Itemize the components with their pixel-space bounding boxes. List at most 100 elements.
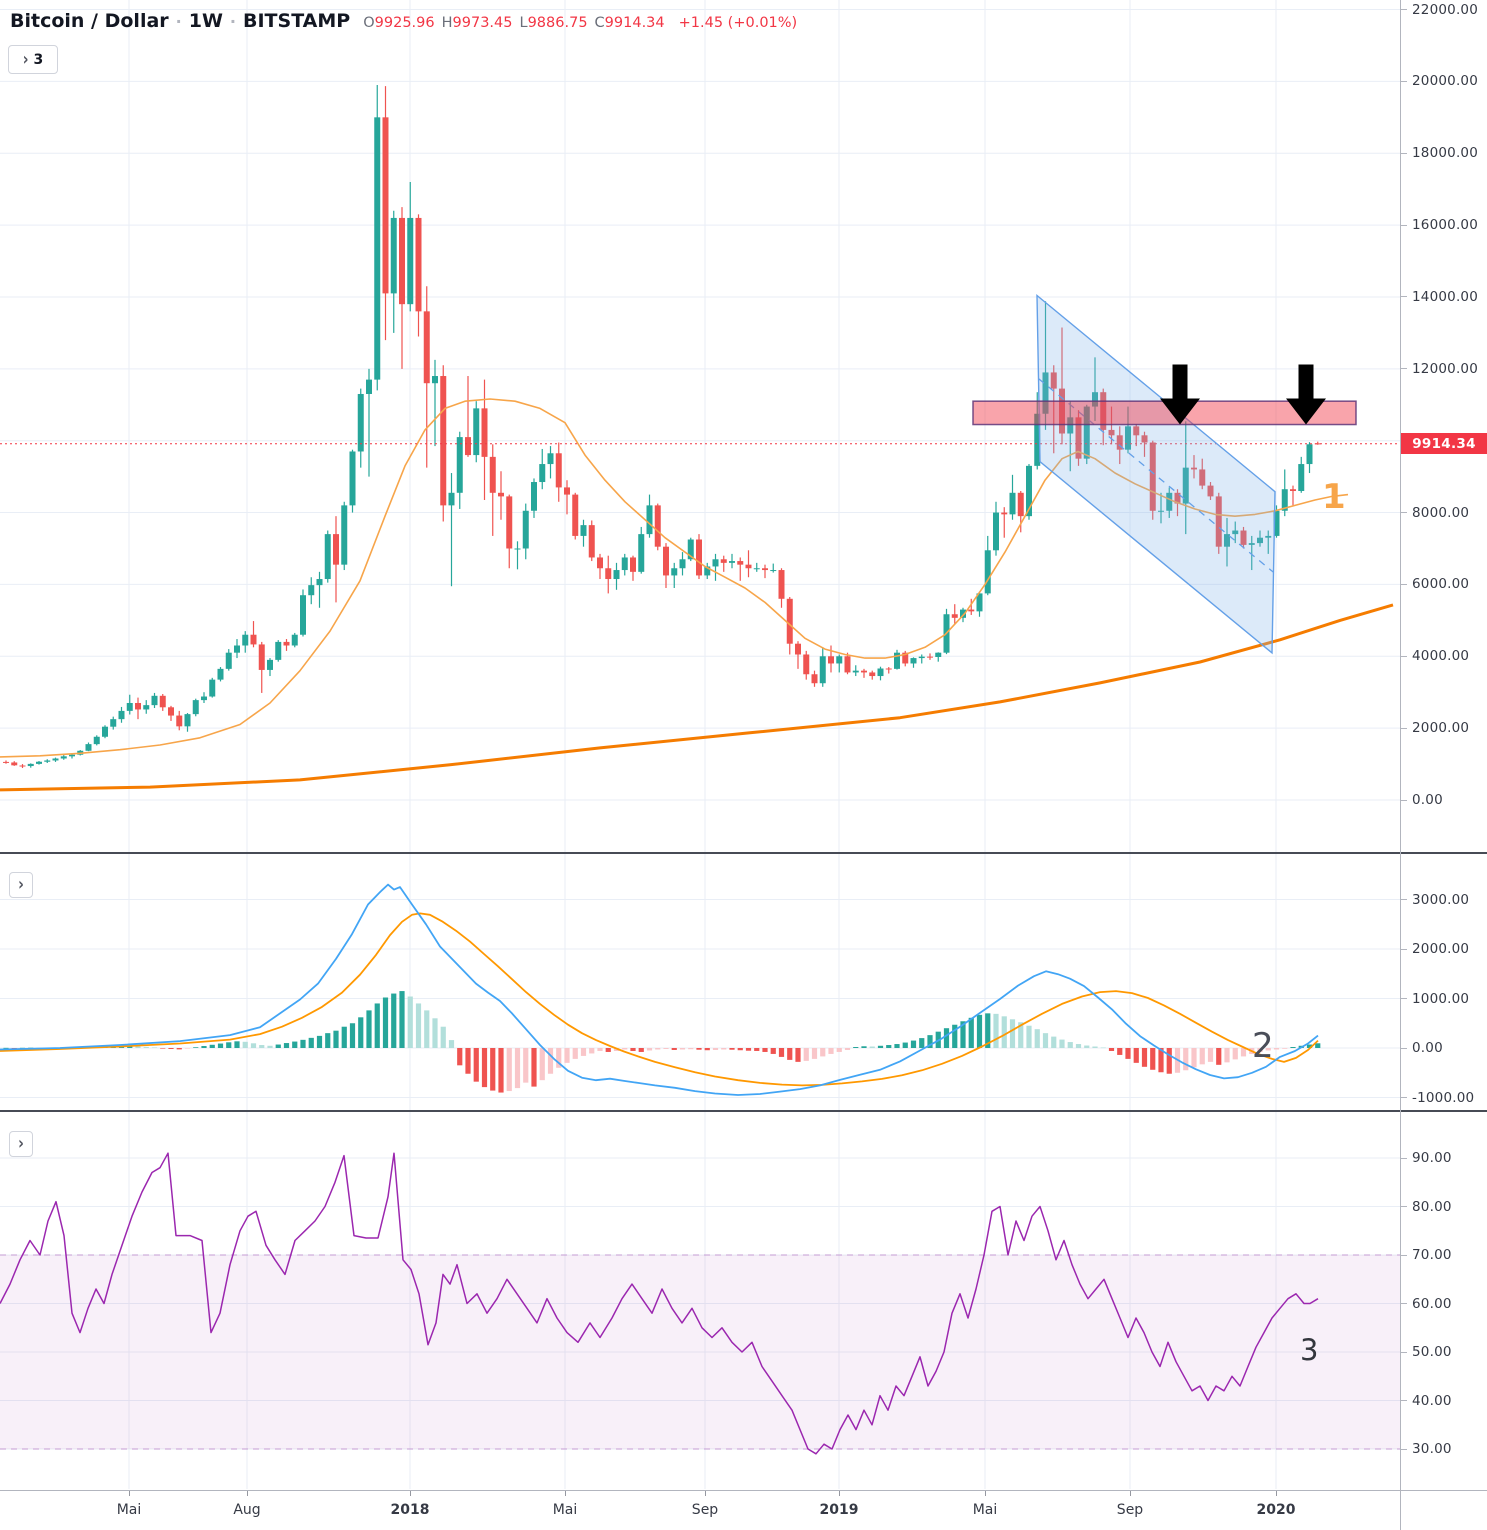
separator-dot: · — [229, 12, 236, 31]
axis-tick-mark — [1401, 1303, 1407, 1304]
axis-tick-mark — [1401, 799, 1407, 801]
time-tick-mark — [705, 1491, 706, 1496]
time-axis-label: 2018 — [390, 1502, 430, 1518]
price-tick-label: -1000.00 — [1412, 1089, 1475, 1106]
axis-border — [1400, 0, 1401, 1530]
time-tick-mark — [1276, 1491, 1277, 1496]
axis-tick-mark — [1401, 1097, 1407, 1098]
main-pane-collapse-button[interactable]: › 3 — [8, 45, 58, 74]
price-tick-label: 14000.00 — [1412, 288, 1479, 305]
time-tick-mark — [247, 1491, 248, 1496]
separator-dot: · — [175, 12, 182, 31]
axis-tick-mark — [1401, 1157, 1407, 1159]
price-tick-label: 80.00 — [1412, 1198, 1452, 1215]
axis-tick-mark — [1401, 152, 1407, 154]
exchange-label[interactable]: BITSTAMP — [243, 10, 351, 32]
time-tick-mark — [565, 1491, 566, 1496]
price-tick-label: 2000.00 — [1412, 720, 1470, 737]
time-axis-label: 2020 — [1256, 1502, 1296, 1518]
axis-tick-mark — [1401, 512, 1407, 514]
chevron-right-icon: › — [18, 875, 24, 895]
annotation-label-1[interactable]: 1 — [1322, 477, 1346, 517]
price-tick-label: 60.00 — [1412, 1295, 1452, 1312]
price-tick-label: 22000.00 — [1412, 1, 1479, 18]
axis-tick-mark — [1401, 368, 1407, 370]
axis-tick-mark — [1401, 1448, 1407, 1450]
down-arrow-marker[interactable] — [1160, 364, 1200, 425]
axis-tick-mark — [1401, 1351, 1407, 1353]
pane-separator[interactable] — [0, 1110, 1487, 1112]
price-tick-label: 16000.00 — [1412, 217, 1479, 234]
interval-label[interactable]: 1W — [188, 10, 223, 32]
price-tick-label: 3000.00 — [1412, 891, 1470, 908]
annotation-label-2[interactable]: 2 — [1252, 1026, 1274, 1066]
time-tick-mark — [129, 1491, 130, 1496]
time-axis-label: Mai — [116, 1502, 142, 1518]
channel-median-line — [1038, 378, 1274, 573]
price-tick-label: 70.00 — [1412, 1247, 1452, 1263]
rsi-band — [0, 1255, 1400, 1449]
high-key: H — [441, 15, 453, 31]
chevron-right-icon: › — [18, 1134, 24, 1154]
macd-pane[interactable]: 2 — [0, 883, 1321, 1096]
price-axis[interactable]: 22000.00 20000.00 18000.00 16000.00 14000.00… — [1401, 0, 1487, 1489]
axis-tick-mark — [1401, 80, 1407, 82]
high-value: 9973.45 — [452, 15, 513, 31]
chart-canvas[interactable]: 1 2 3 — [0, 0, 1400, 1489]
price-tick-label: 0.00 — [1412, 792, 1443, 808]
close-key: C — [594, 15, 605, 31]
symbol-title[interactable]: Bitcoin / Dollar — [10, 10, 169, 32]
axis-tick-mark — [1401, 1254, 1407, 1256]
time-axis-label: Sep — [691, 1502, 719, 1518]
pane-separator[interactable] — [0, 852, 1487, 854]
price-tick-label: 1000.00 — [1412, 990, 1470, 1007]
low-value: 9886.75 — [527, 15, 588, 31]
price-tick-label: 40.00 — [1412, 1392, 1452, 1409]
axis-tick-mark — [1401, 948, 1407, 950]
time-axis-label: Mai — [972, 1502, 998, 1518]
axis-tick-mark — [1401, 899, 1407, 900]
rsi-pane-collapse-button[interactable]: › — [9, 1131, 33, 1157]
time-axis-label: Sep — [1116, 1502, 1144, 1518]
symbol-header: Bitcoin / Dollar · 1W · BITSTAMP O9925.9… — [10, 10, 797, 32]
descending-channel[interactable] — [1036, 293, 1276, 655]
time-tick-mark — [1130, 1491, 1131, 1496]
down-arrow-marker[interactable] — [1286, 364, 1326, 425]
axis-tick-mark — [1401, 727, 1407, 729]
price-tick-label: 6000.00 — [1412, 576, 1470, 593]
axis-tick-mark — [1401, 583, 1407, 585]
time-axis-label: 2019 — [819, 1502, 859, 1518]
time-tick-mark — [839, 1491, 840, 1496]
time-axis[interactable]: Mai Aug 2018 Mai Sep 2019 Mai Sep 2020 — [0, 1490, 1487, 1530]
axis-tick-mark — [1401, 998, 1407, 999]
price-tick-label: 0.00 — [1412, 1040, 1443, 1056]
time-tick-mark — [410, 1491, 411, 1496]
ohlc-readout: O9925.96 H9973.45 L9886.75 C9914.34 — [363, 15, 671, 31]
price-tick-label: 2000.00 — [1412, 941, 1470, 957]
axis-tick-mark — [1401, 224, 1407, 226]
time-axis-label: Mai — [552, 1502, 578, 1518]
macd-pane-collapse-button[interactable]: › — [9, 872, 33, 898]
axis-tick-mark — [1401, 655, 1407, 657]
close-value: 9914.34 — [604, 15, 665, 31]
open-value: 9925.96 — [374, 15, 435, 31]
price-tick-label: 18000.00 — [1412, 145, 1479, 162]
axis-tick-mark — [1401, 1206, 1407, 1207]
low-key: L — [519, 15, 528, 31]
price-tick-label: 12000.00 — [1412, 360, 1479, 377]
axis-tick-mark — [1401, 1047, 1407, 1049]
indicator-count: 3 — [33, 51, 44, 68]
price-tick-label: 90.00 — [1412, 1150, 1452, 1166]
price-tick-label: 20000.00 — [1412, 73, 1479, 90]
chevron-right-icon: › — [22, 49, 29, 70]
annotation-label-3[interactable]: 3 — [1300, 1333, 1318, 1367]
axis-tick-mark — [1401, 1400, 1407, 1401]
price-pane[interactable]: 1 — [0, 84, 1400, 792]
price-tick-label: 30.00 — [1412, 1441, 1452, 1457]
current-price-label: 9914.34 — [1401, 433, 1487, 455]
rsi-pane[interactable]: 3 — [0, 1152, 1400, 1455]
time-axis-label: Aug — [233, 1502, 261, 1518]
price-tick-label: 4000.00 — [1412, 648, 1470, 665]
open-key: O — [363, 15, 375, 31]
